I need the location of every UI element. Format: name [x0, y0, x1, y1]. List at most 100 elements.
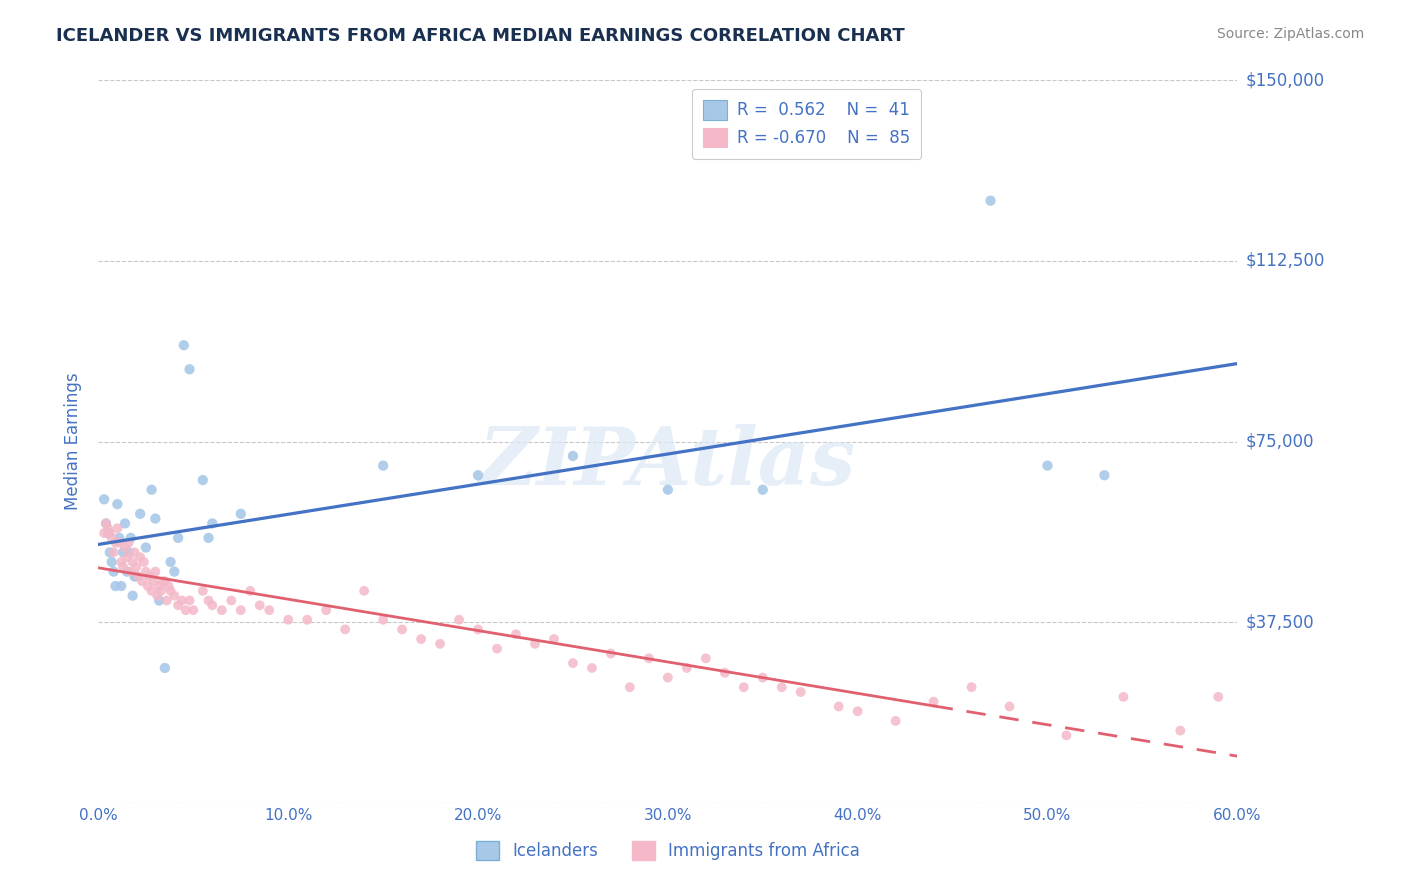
Point	[110, 579, 132, 593]
Point	[371, 613, 394, 627]
Point	[239, 583, 262, 598]
Point	[353, 583, 375, 598]
Point	[152, 574, 174, 589]
Point	[103, 565, 125, 579]
Point	[297, 613, 319, 627]
Point	[315, 603, 337, 617]
Point	[115, 550, 138, 565]
Point	[960, 680, 983, 694]
Point	[657, 671, 679, 685]
Text: $150,000: $150,000	[1246, 71, 1324, 89]
Point	[98, 545, 121, 559]
Point	[148, 579, 170, 593]
Point	[145, 511, 167, 525]
Text: ZIPAtlas: ZIPAtlas	[479, 425, 856, 502]
Point	[191, 583, 214, 598]
Point	[191, 473, 214, 487]
Point	[132, 555, 155, 569]
Point	[1170, 723, 1192, 738]
Point	[429, 637, 451, 651]
Point	[1208, 690, 1230, 704]
Text: $112,500: $112,500	[1246, 252, 1324, 270]
Point	[107, 521, 129, 535]
Point	[505, 627, 527, 641]
Point	[449, 613, 471, 627]
Point	[159, 555, 181, 569]
Legend: Icelanders, Immigrants from Africa: Icelanders, Immigrants from Africa	[470, 834, 866, 867]
Point	[136, 579, 159, 593]
Point	[229, 507, 252, 521]
Point	[129, 507, 152, 521]
Point	[486, 641, 509, 656]
Point	[197, 531, 219, 545]
Point	[108, 535, 131, 549]
Point	[107, 497, 129, 511]
Point	[163, 589, 186, 603]
Point	[259, 603, 281, 617]
Point	[695, 651, 717, 665]
Point	[391, 623, 413, 637]
Point	[657, 483, 679, 497]
Point	[179, 593, 201, 607]
Point	[94, 516, 117, 531]
Point	[131, 574, 153, 589]
Point	[120, 565, 142, 579]
Point	[104, 579, 127, 593]
Point	[201, 599, 224, 613]
Point	[170, 593, 193, 607]
Point	[121, 555, 143, 569]
Point	[157, 579, 180, 593]
Point	[118, 535, 141, 549]
Point	[150, 583, 173, 598]
Point	[846, 704, 869, 718]
Point	[1056, 728, 1078, 742]
Point	[752, 483, 775, 497]
Point	[94, 516, 117, 531]
Point	[1036, 458, 1059, 473]
Point	[676, 661, 699, 675]
Point	[733, 680, 755, 694]
Point	[221, 593, 243, 607]
Point	[884, 714, 907, 728]
Point	[922, 695, 945, 709]
Point	[93, 526, 115, 541]
Point	[148, 593, 170, 607]
Point	[1094, 468, 1116, 483]
Point	[371, 458, 394, 473]
Point	[114, 541, 136, 555]
Point	[998, 699, 1021, 714]
Point	[467, 623, 489, 637]
Point	[790, 685, 813, 699]
Point	[118, 545, 141, 559]
Point	[112, 559, 135, 574]
Point	[770, 680, 793, 694]
Point	[229, 603, 252, 617]
Point	[98, 526, 121, 541]
Point	[153, 574, 176, 589]
Point	[124, 569, 146, 583]
Point	[115, 565, 138, 579]
Point	[249, 599, 271, 613]
Point	[562, 449, 585, 463]
Point	[121, 589, 143, 603]
Point	[97, 521, 120, 535]
Point	[138, 569, 160, 583]
Point	[97, 526, 120, 541]
Point	[638, 651, 661, 665]
Point	[120, 531, 142, 545]
Point	[124, 545, 146, 559]
Point	[100, 531, 122, 545]
Point	[93, 492, 115, 507]
Point	[467, 468, 489, 483]
Point	[524, 637, 547, 651]
Y-axis label: Median Earnings: Median Earnings	[65, 373, 83, 510]
Point	[335, 623, 357, 637]
Point	[125, 559, 148, 574]
Point	[411, 632, 433, 646]
Point	[163, 565, 186, 579]
Point	[828, 699, 851, 714]
Text: ICELANDER VS IMMIGRANTS FROM AFRICA MEDIAN EARNINGS CORRELATION CHART: ICELANDER VS IMMIGRANTS FROM AFRICA MEDI…	[56, 27, 905, 45]
Point	[141, 583, 163, 598]
Point	[752, 671, 775, 685]
Point	[183, 603, 205, 617]
